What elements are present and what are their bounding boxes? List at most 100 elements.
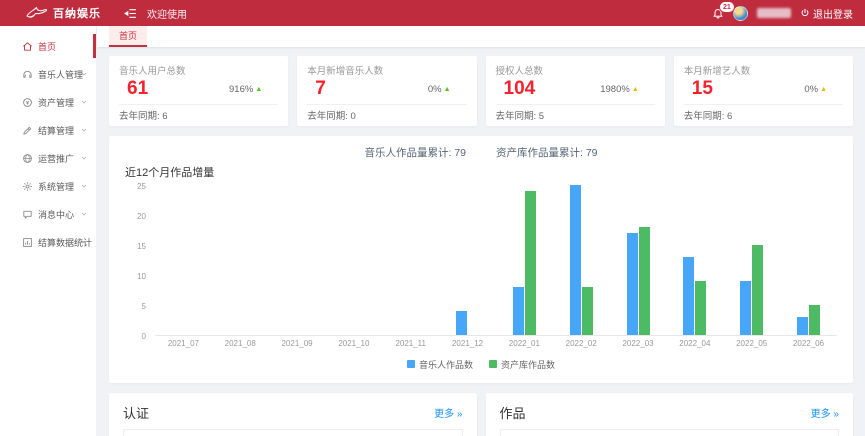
panel-table-header: 头像艺名/姓名类型手机号申请时间状态操作 [123, 428, 463, 436]
y-tick-label: 20 [137, 211, 146, 221]
stat-card-percent: 0% ▲ [804, 83, 827, 95]
panel-works: 作品 更多 » 封面歌名音乐人类型创建时间状态操作 [485, 392, 853, 436]
stat-card-footer: 去年同期: 6 [119, 103, 279, 122]
bar-group-2022_01 [496, 186, 553, 335]
musician-icon [22, 69, 33, 80]
logout-label: 退出登录 [813, 9, 853, 21]
trend-arrow-icon: ▲ [255, 85, 263, 93]
stat-card-4: 本月新增艺人数 15 0% ▲ 去年同期: 6 [673, 56, 853, 126]
legend-swatch-icon [489, 360, 497, 369]
chart-summary-item: 资产库作品量累计: 79 [496, 146, 598, 159]
sidebar-collapse-button[interactable] [124, 7, 137, 20]
chevron-down-icon [81, 72, 87, 76]
trend-arrow-icon: ▲ [820, 85, 827, 93]
chevron-down-icon [81, 184, 87, 188]
bar-音乐人作品数-2022_06[interactable] [797, 316, 809, 335]
tab-home[interactable]: 首页 [109, 26, 148, 47]
bar-group-2022_02 [553, 184, 610, 335]
x-tick-label: 2021_11 [395, 338, 426, 348]
bar-音乐人作品数-2022_02[interactable] [569, 184, 581, 335]
chart-summary: 音乐人作品量累计: 79 资产库作品量累计: 79 [125, 145, 837, 160]
home-icon [22, 41, 33, 52]
sidebar-item-stats[interactable]: 结算数据统计 [0, 228, 96, 256]
bar-group-2022_03 [610, 186, 667, 335]
bottom-panels-row: 认证 更多 » 头像艺名/姓名类型手机号申请时间状态操作 作品 更多 » 封面歌… [109, 392, 853, 436]
bar-资产库作品数-2022_03[interactable] [638, 226, 650, 335]
sidebar-item-asset[interactable]: 资产管理 [0, 88, 96, 116]
sidebar-item-settlement[interactable]: 结算管理 [0, 116, 96, 144]
username-redacted [757, 8, 791, 18]
chart-x-axis: 2021_07 2021_08 2021_09 2021_10 2021_11 2021_… [155, 339, 837, 348]
x-tick-label: 2021_08 [224, 338, 256, 348]
stat-card-value: 61 [127, 78, 149, 99]
bar-音乐人作品数-2022_05[interactable] [740, 280, 752, 335]
trend-arrow-icon: ▲ [443, 85, 451, 93]
stat-card-percent: 1980% ▲ [600, 83, 639, 95]
avatar[interactable] [733, 5, 748, 21]
bar-音乐人作品数-2022_01[interactable] [512, 286, 524, 335]
outdent-menu-icon [124, 8, 136, 18]
sidebar-item-message[interactable]: 消息中心 [0, 200, 96, 228]
logout-button[interactable]: 退出登录 [800, 6, 853, 21]
brand-name: 百纳娱乐 [53, 8, 101, 20]
more-link[interactable]: 更多 » [810, 408, 839, 420]
asset-icon [22, 97, 33, 108]
sidebar-item-label: 首页 [38, 41, 57, 52]
y-tick-label: 25 [137, 181, 146, 191]
bar-资产库作品数-2022_06[interactable] [809, 304, 821, 335]
bar-音乐人作品数-2022_04[interactable] [683, 256, 695, 335]
chart-plot-area: 2021_07 2021_08 2021_09 2021_10 2021_11 2021_… [155, 184, 837, 348]
notifications-button[interactable]: 21 [712, 1, 735, 19]
y-tick-label: 10 [137, 271, 146, 281]
bar-chart: 0 5 10 15 20 25 2021_07 2021_08 2021_09 2021_10 2… [125, 181, 837, 348]
x-tick-label: 2021_07 [167, 338, 199, 348]
stat-card-footer: 去年同期: 6 [683, 103, 843, 122]
stat-card-2: 本月新增音乐人数 7 0% ▲ 去年同期: 0 [297, 56, 477, 126]
sidebar-item-home[interactable]: 首页 [0, 32, 96, 60]
message-icon [22, 209, 33, 220]
chevron-down-icon [81, 100, 87, 104]
chevron-down-icon [81, 240, 87, 244]
welcome-text: 欢迎使用 [147, 9, 187, 21]
panel-table-header: 封面歌名音乐人类型创建时间状态操作 [499, 428, 839, 436]
chevron-down-icon [81, 212, 87, 216]
system-icon [22, 181, 33, 192]
page-body: 首页 音乐人管理 资产管理 结算管理 运营推广 系统管理 消息中心 结算数据统计… [0, 26, 865, 436]
legend-item-资产库作品数[interactable]: 资产库作品数 [489, 358, 555, 371]
stat-card-title: 授权人总数 [495, 66, 544, 77]
x-tick-label: 2022_04 [679, 338, 711, 348]
bar-资产库作品数-2022_04[interactable] [695, 280, 707, 335]
stat-card-value: 15 [691, 78, 713, 99]
stat-card-footer: 去年同期: 0 [307, 103, 467, 122]
bar-group-2021_09 [269, 186, 326, 335]
legend-item-音乐人作品数[interactable]: 音乐人作品数 [406, 358, 473, 371]
stat-card-3: 授权人总数 104 1980% ▲ 去年同期: 5 [485, 56, 665, 126]
sidebar-item-system[interactable]: 系统管理 [0, 172, 96, 200]
bar-group-2022_05 [723, 186, 780, 335]
x-tick-label: 2022_05 [736, 338, 768, 348]
bar-音乐人作品数-2022_03[interactable] [626, 232, 638, 335]
bar-group-2021_07 [155, 186, 212, 335]
bird-logo-icon [26, 7, 48, 18]
x-tick-label: 2022_06 [792, 338, 825, 348]
sidebar-item-label: 消息中心 [38, 209, 75, 220]
more-link[interactable]: 更多 » [434, 408, 463, 420]
bar-资产库作品数-2022_05[interactable] [752, 244, 764, 335]
sidebar-item-musician[interactable]: 音乐人管理 [0, 60, 96, 88]
chart-card: 音乐人作品量累计: 79 资产库作品量累计: 79 近12个月作品增量 0 5 10 1… [109, 135, 853, 383]
y-tick-label: 0 [141, 331, 146, 341]
bar-音乐人作品数-2021_12[interactable] [456, 310, 468, 335]
y-tick-label: 15 [137, 241, 146, 251]
sidebar: 首页 音乐人管理 资产管理 结算管理 运营推广 系统管理 消息中心 结算数据统计 [0, 26, 97, 436]
stat-card-value: 7 [315, 78, 326, 99]
stat-card-1: 音乐人用户总数 61 916% ▲ 去年同期: 6 [109, 56, 289, 126]
sidebar-item-promotion[interactable]: 运营推广 [0, 144, 96, 172]
stat-card-percent: 0% ▲ [427, 83, 451, 95]
bar-group-2021_08 [212, 186, 269, 335]
bar-group-2021_10 [325, 186, 382, 335]
sidebar-item-label: 资产管理 [38, 97, 75, 108]
bar-资产库作品数-2022_01[interactable] [524, 190, 536, 335]
x-tick-label: 2022_03 [622, 338, 654, 348]
bar-group-2021_12 [439, 186, 496, 335]
bar-资产库作品数-2022_02[interactable] [581, 286, 593, 335]
